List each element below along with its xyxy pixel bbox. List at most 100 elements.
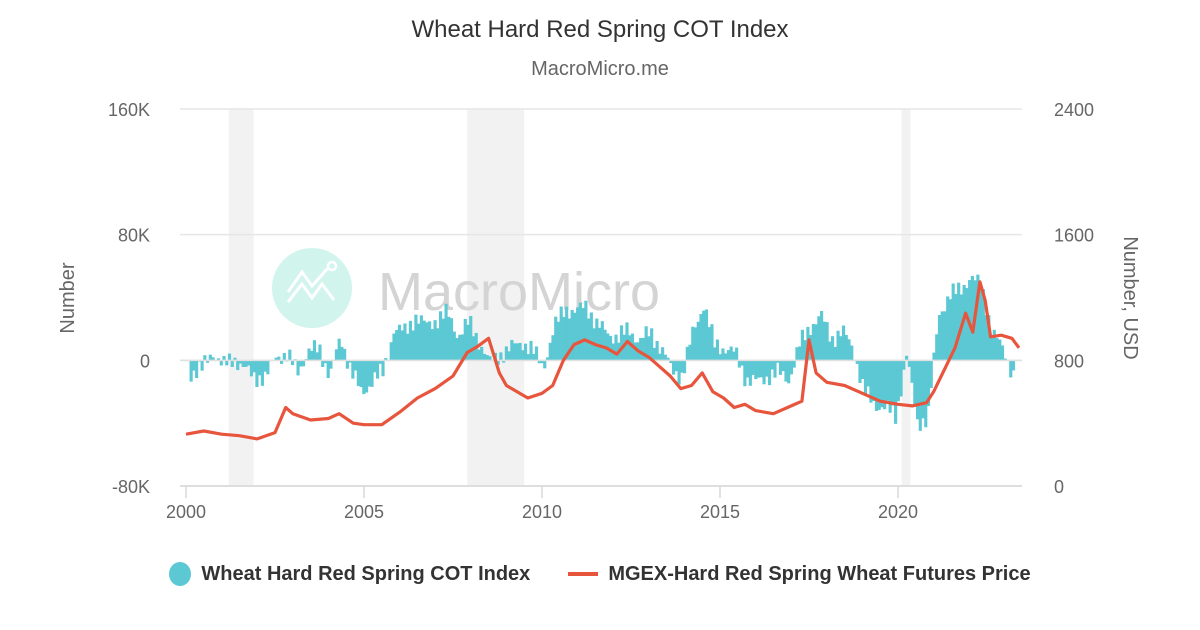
cot-bar	[650, 328, 654, 361]
cot-bar	[603, 329, 607, 361]
cot-bar	[540, 360, 544, 364]
cot-bar	[647, 336, 651, 361]
cot-bar	[419, 315, 423, 361]
cot-bar	[244, 360, 248, 367]
cot-bar	[707, 327, 711, 361]
cot-bar	[395, 329, 399, 361]
cot-bar	[776, 360, 780, 363]
cot-bar	[211, 357, 215, 361]
cot-bar	[515, 343, 519, 361]
legend-label: MGEX-Hard Red Spring Wheat Futures Price	[608, 562, 1031, 585]
cot-bar	[477, 349, 481, 361]
cot-bar	[899, 360, 903, 397]
cot-bar	[841, 325, 846, 361]
cot-bar	[299, 360, 303, 367]
cot-bar	[600, 321, 604, 361]
cot-bar	[724, 353, 728, 361]
cot-bar	[715, 339, 720, 361]
cot-bar	[888, 360, 892, 413]
cot-bar	[850, 345, 854, 361]
cot-bar	[430, 329, 434, 361]
cot-bar	[682, 360, 687, 374]
cot-bar	[227, 353, 232, 361]
cot-bar	[817, 316, 821, 361]
recession-band	[901, 109, 911, 486]
cot-bar	[370, 360, 374, 387]
cot-bar	[633, 342, 637, 361]
cot-bar	[989, 335, 994, 361]
cot-bar	[458, 334, 462, 361]
cot-bar	[729, 346, 733, 361]
cot-bar	[765, 360, 769, 377]
cot-bar	[463, 318, 467, 361]
circle-marker-icon	[169, 562, 192, 586]
cot-bar	[907, 360, 911, 367]
recession-band	[467, 109, 525, 486]
cot-bar	[921, 360, 925, 419]
cot-bar	[658, 353, 662, 361]
cot-bar	[677, 360, 681, 385]
cot-bar	[674, 360, 678, 372]
cot-bar	[233, 357, 237, 361]
cot-bar	[408, 320, 412, 361]
cot-bar	[589, 312, 593, 361]
y-left-tick-label: 0	[140, 351, 150, 371]
cot-bar	[351, 360, 355, 379]
cot-bar	[628, 335, 632, 361]
cot-bar	[425, 322, 429, 361]
legend-item-futures-price[interactable]: MGEX-Hard Red Spring Wheat Futures Price	[568, 562, 1031, 586]
cot-bar	[551, 335, 555, 361]
y-left-tick-label: 160K	[108, 100, 150, 120]
y-axis-left-title: Number	[57, 262, 79, 333]
cot-bar	[669, 360, 673, 364]
cot-bar	[946, 296, 950, 361]
cot-bar	[534, 346, 539, 361]
cot-bar	[417, 323, 421, 361]
cot-bar	[323, 360, 328, 364]
cot-bar	[957, 282, 961, 361]
cot-bar	[883, 360, 887, 410]
cot-bar	[373, 360, 377, 373]
cot-bar	[915, 360, 920, 420]
cot-bar	[334, 349, 338, 361]
cot-bar	[526, 354, 530, 361]
cot-bar	[354, 360, 358, 371]
cot-bar	[828, 341, 832, 361]
cot-bar	[499, 352, 503, 361]
cot-bar	[263, 360, 267, 372]
cot-bar	[713, 347, 717, 361]
cot-bar	[910, 360, 914, 383]
cot-bar	[436, 328, 440, 361]
cot-bar	[863, 360, 868, 396]
cot-bar	[219, 360, 223, 366]
cot-bar	[504, 346, 508, 361]
y-axis-right: 2400 1600 800 0	[1054, 100, 1094, 497]
cot-bar	[608, 335, 613, 361]
cot-bar	[663, 354, 667, 361]
cot-bar	[280, 360, 284, 364]
legend-item-cot-index[interactable]: Wheat Hard Red Spring COT Index	[169, 562, 530, 586]
y-axis-left: 160K 80K 0 -80K	[108, 100, 150, 497]
cot-bar	[937, 314, 942, 361]
cot-bar	[439, 311, 443, 361]
cot-bar	[743, 360, 747, 387]
chart-plot: MacroMicro 2000 2005 2010 2015 2020 160K 80K 0…	[57, 100, 1141, 522]
cot-bar	[375, 360, 380, 379]
cot-bar	[644, 326, 648, 361]
cot-bar	[762, 360, 766, 385]
cot-bar	[926, 360, 931, 407]
y-right-tick-label: 0	[1054, 477, 1064, 497]
cot-bar	[814, 324, 818, 361]
cot-bar	[573, 312, 577, 361]
cot-bar	[252, 360, 256, 373]
cot-bar	[795, 347, 799, 361]
cot-bar	[406, 333, 410, 361]
cot-bar	[699, 314, 703, 361]
cot-bar	[855, 360, 859, 364]
watermark-logo-dot-icon	[326, 260, 338, 272]
cot-bar	[466, 324, 470, 361]
cot-bar	[340, 346, 344, 361]
cot-bar	[778, 360, 783, 375]
cot-bar	[918, 360, 922, 431]
cot-bar	[578, 302, 582, 361]
